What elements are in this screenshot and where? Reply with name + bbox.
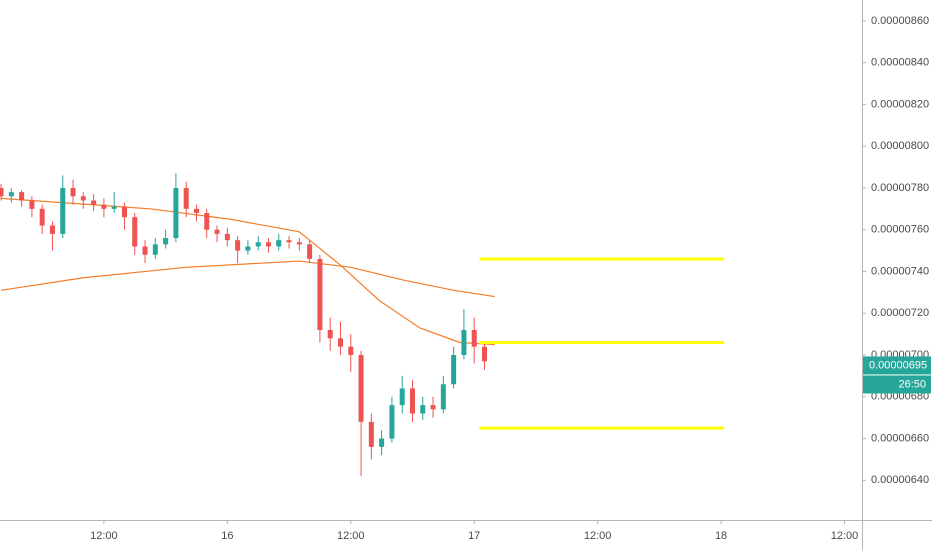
countdown-label: 26:50 bbox=[898, 378, 926, 390]
candle-body bbox=[348, 346, 354, 356]
candle-body bbox=[142, 246, 148, 255]
candle-body bbox=[461, 329, 467, 356]
candle-body bbox=[132, 217, 138, 247]
candle-body bbox=[60, 187, 66, 234]
candle-body bbox=[8, 192, 14, 197]
candle-body bbox=[204, 213, 210, 230]
candle-body bbox=[0, 187, 4, 197]
last-price-box bbox=[863, 356, 931, 375]
candle-body bbox=[286, 240, 292, 243]
last-price-label: 0.00000695 bbox=[869, 359, 927, 371]
moving-average bbox=[0, 260, 495, 298]
x-tick-label: 12:00 bbox=[337, 530, 365, 542]
candle-body bbox=[451, 355, 457, 385]
y-tick-label: 0.00000720 bbox=[871, 307, 929, 319]
candle-body bbox=[70, 187, 76, 197]
y-tick-label: 0.00000680 bbox=[871, 391, 929, 403]
candle-body bbox=[379, 438, 385, 447]
candle-body bbox=[389, 405, 395, 439]
y-tick-label: 0.00000780 bbox=[871, 182, 929, 194]
candle-body bbox=[91, 200, 97, 205]
countdown-box bbox=[863, 375, 931, 394]
candle-body bbox=[368, 421, 374, 447]
candle-body bbox=[337, 338, 343, 347]
candle-body bbox=[39, 208, 45, 226]
candle-body bbox=[183, 187, 189, 209]
x-tick-label: 18 bbox=[715, 530, 727, 542]
candle-body bbox=[358, 355, 364, 422]
candle-body bbox=[276, 240, 282, 247]
candle-body bbox=[49, 225, 55, 234]
candle-body bbox=[265, 242, 271, 247]
candle-body bbox=[307, 244, 313, 259]
y-tick-label: 0.00000640 bbox=[871, 474, 929, 486]
candle-body bbox=[111, 206, 117, 209]
candle-body bbox=[29, 200, 35, 209]
candle-body bbox=[420, 405, 426, 414]
x-tick-label: 12:00 bbox=[831, 530, 859, 542]
candle-body bbox=[399, 388, 405, 406]
candle-body bbox=[193, 208, 199, 214]
candle-body bbox=[440, 384, 446, 410]
candle-body bbox=[430, 405, 436, 410]
x-tick-label: 12:00 bbox=[90, 530, 118, 542]
x-tick-label: 12:00 bbox=[584, 530, 612, 542]
candle-body bbox=[327, 329, 333, 339]
x-tick-label: 16 bbox=[221, 530, 233, 542]
candle-body bbox=[214, 229, 220, 234]
candle-body bbox=[224, 233, 230, 241]
candle-body bbox=[471, 329, 477, 347]
candle-body bbox=[101, 204, 107, 209]
y-tick-label: 0.00000660 bbox=[871, 432, 929, 444]
candle-body bbox=[173, 187, 179, 239]
candle-body bbox=[245, 246, 251, 251]
y-tick-label: 0.00000820 bbox=[871, 98, 929, 110]
candle-body bbox=[152, 244, 158, 255]
y-tick-label: 0.00000800 bbox=[871, 140, 929, 152]
candle-body bbox=[80, 196, 86, 201]
candle-body bbox=[163, 238, 169, 245]
candle-body bbox=[235, 240, 241, 251]
candle-body bbox=[409, 388, 415, 414]
x-tick-label: 17 bbox=[468, 530, 480, 542]
y-tick-label: 0.00000840 bbox=[871, 57, 929, 69]
y-tick-label: 0.00000740 bbox=[871, 265, 929, 277]
candle-body bbox=[19, 192, 25, 201]
candle-body bbox=[255, 242, 261, 247]
candle-body bbox=[317, 258, 323, 330]
y-tick-label: 0.00000760 bbox=[871, 224, 929, 236]
candle-body bbox=[481, 346, 487, 362]
candle-body bbox=[121, 206, 127, 218]
candle-body bbox=[296, 242, 302, 245]
y-tick-label: 0.00000860 bbox=[871, 15, 929, 27]
